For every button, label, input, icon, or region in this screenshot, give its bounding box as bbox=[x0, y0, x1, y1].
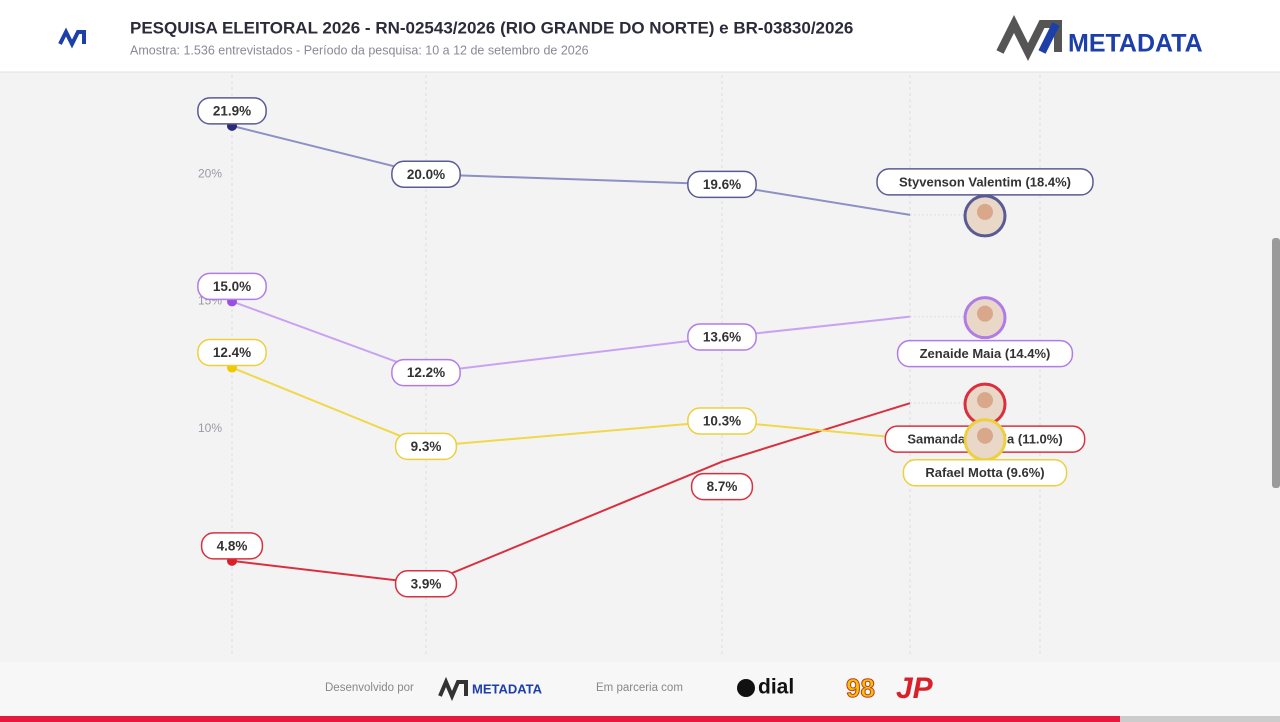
footer-partnership: Em parceria com bbox=[596, 682, 683, 694]
value-label: 4.8% bbox=[200, 532, 264, 560]
value-label-box bbox=[391, 160, 461, 188]
value-label: 10.3% bbox=[687, 407, 757, 435]
series-line bbox=[231, 124, 911, 216]
partner-dial: dial bbox=[758, 676, 794, 699]
value-label: 19.6% bbox=[687, 170, 757, 199]
value-label-text: 19.6% bbox=[703, 177, 741, 192]
footer-brand: METADATA bbox=[472, 681, 543, 696]
value-label-box bbox=[687, 407, 757, 435]
value-label-text: 3.9% bbox=[411, 576, 442, 591]
value-label-text: Zenaide Maia (14.4%) bbox=[920, 346, 1051, 361]
value-label-box bbox=[394, 432, 458, 461]
value-label-box bbox=[197, 338, 267, 367]
footer-logo-icon bbox=[438, 676, 468, 702]
value-label-text: 12.4% bbox=[213, 345, 251, 360]
header-bg bbox=[0, 0, 1280, 72]
value-label-text: 4.8% bbox=[217, 538, 248, 553]
chart-bg bbox=[0, 72, 1280, 662]
value-label-text: Styvenson Valentim (18.4%) bbox=[899, 174, 1071, 189]
value-label-text: 10.3% bbox=[703, 414, 741, 429]
value-label: 9.3% bbox=[394, 432, 458, 461]
value-label: 13.6% bbox=[687, 323, 757, 351]
value-label: Styvenson Valentim (18.4%) bbox=[876, 168, 1094, 196]
plot: 10%15%20%21.9%20.0%19.6% Styvenson Valent… bbox=[197, 97, 1094, 598]
progress-bar bbox=[0, 716, 1120, 722]
value-label-box bbox=[197, 272, 267, 301]
value-label-box bbox=[391, 358, 461, 387]
value-label-box bbox=[394, 570, 458, 598]
series-line bbox=[231, 300, 911, 374]
value-label-text: 21.9% bbox=[213, 103, 251, 118]
footer-developed: Desenvolvido por bbox=[325, 682, 414, 694]
header-subtitle: Amostra: 1.536 entrevistados - Período d… bbox=[130, 43, 589, 57]
brand-logo-accent bbox=[1038, 22, 1060, 54]
value-label: 15.0% bbox=[197, 272, 267, 301]
value-label: 20.0% bbox=[391, 160, 461, 188]
value-label-text: 15.0% bbox=[213, 279, 251, 294]
value-label-box bbox=[896, 339, 1074, 368]
scrollbar bbox=[1272, 238, 1280, 488]
y-tick-label: 10% bbox=[198, 421, 222, 435]
brand-name: METADATA bbox=[1068, 30, 1203, 58]
series-line bbox=[231, 366, 911, 448]
series-line bbox=[231, 402, 911, 585]
value-label-box bbox=[197, 97, 267, 125]
value-label-box bbox=[200, 532, 264, 560]
y-tick-label: 20% bbox=[198, 166, 222, 180]
partner-98: 98 bbox=[846, 673, 875, 703]
value-label: 12.4% bbox=[197, 338, 267, 367]
partner-jp: JP bbox=[896, 672, 934, 705]
value-label-text: 20.0% bbox=[407, 167, 445, 182]
avatar-face bbox=[977, 305, 993, 322]
header-title: PESQUISA ELEITORAL 2026 - RN-02543/2026 … bbox=[130, 18, 853, 37]
avatar-face bbox=[977, 392, 993, 409]
value-label-text: 8.7% bbox=[707, 479, 738, 494]
value-label-box bbox=[687, 170, 757, 199]
progress-track bbox=[1120, 716, 1280, 722]
value-label-box bbox=[690, 472, 754, 501]
value-label-text: 13.6% bbox=[703, 330, 741, 345]
footer-bg bbox=[0, 662, 1280, 716]
value-label: 8.7% bbox=[690, 472, 754, 501]
value-label-box bbox=[876, 168, 1094, 196]
avatar-face bbox=[977, 427, 993, 444]
value-label-text: Rafael Motta (9.6%) bbox=[925, 465, 1044, 480]
avatar-face bbox=[977, 203, 993, 220]
dial-logo-dot bbox=[737, 679, 755, 697]
value-label-text: 12.2% bbox=[407, 365, 445, 380]
value-label: 21.9% bbox=[197, 97, 267, 125]
value-label-text: 9.3% bbox=[411, 439, 442, 454]
value-label: 3.9% bbox=[394, 570, 458, 598]
value-label-box bbox=[902, 459, 1068, 487]
header-logo-icon bbox=[58, 27, 86, 49]
value-label: 12.2% bbox=[391, 358, 461, 387]
value-label: Rafael Motta (9.6%) bbox=[902, 459, 1068, 487]
value-label-box bbox=[687, 323, 757, 351]
value-label: Zenaide Maia (14.4%) bbox=[896, 339, 1074, 368]
